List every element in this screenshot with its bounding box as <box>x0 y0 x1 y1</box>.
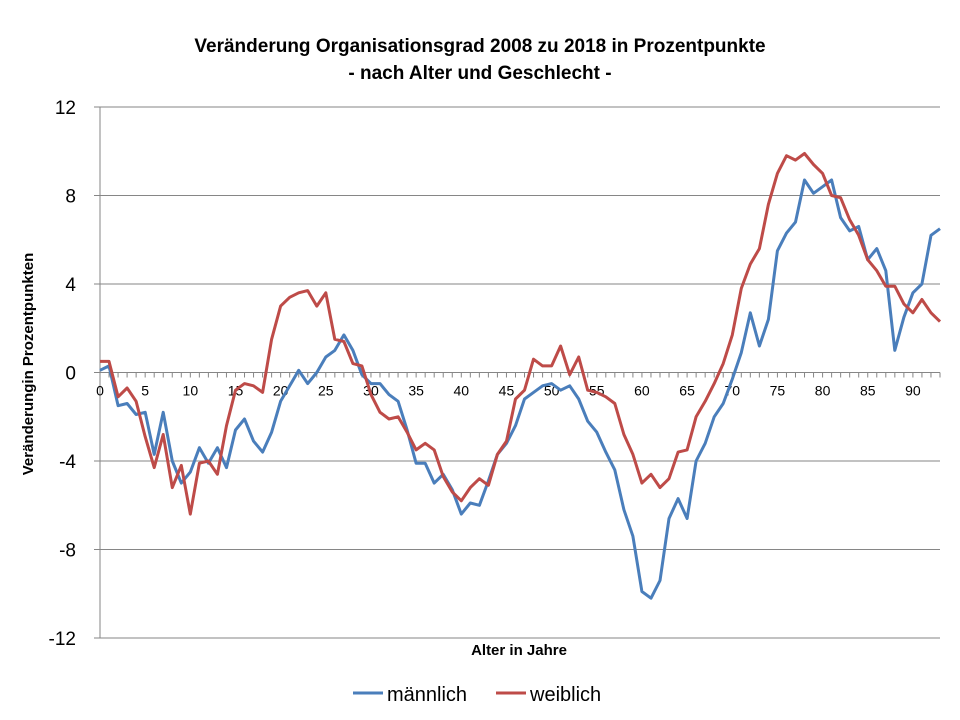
y-tick-label: -12 <box>49 629 76 650</box>
y-axis-label: Veränderungin Prozentpunkten <box>20 253 37 476</box>
x-tick-label: 75 <box>770 383 786 399</box>
axes <box>94 106 941 639</box>
y-tick-label: -8 <box>59 541 76 562</box>
x-tick-label: 60 <box>634 383 650 399</box>
chart-title-line1: Veränderung Organisationsgrad 2008 zu 20… <box>194 36 765 57</box>
series-line-weiblich <box>100 152 942 516</box>
series-line-männlich <box>99 178 941 600</box>
x-tick-label: 35 <box>408 383 424 399</box>
y-tick-label: 0 <box>65 364 76 385</box>
x-tick-labels: 0 5 10 15 20 25 30 35 40 45 50 55 60 65 70 75 80 85 90 <box>96 383 921 399</box>
x-tick-label: 40 <box>454 383 470 399</box>
y-tick-label: 8 <box>65 187 76 208</box>
legend-label: männlich <box>387 684 467 706</box>
x-tick-label: 65 <box>679 383 695 399</box>
y-tick-labels: -12 -8 -4 0 4 8 12 <box>49 98 77 650</box>
x-tick-label: 5 <box>141 383 149 399</box>
y-tick-label: 4 <box>65 275 76 296</box>
x-axis-label: Alter in Jahre <box>471 642 567 659</box>
x-tick-label: 90 <box>905 383 921 399</box>
y-tick-label: 12 <box>55 98 76 119</box>
x-tick-label: 85 <box>860 383 876 399</box>
series-lines <box>99 152 942 600</box>
x-tick-label: 80 <box>815 383 831 399</box>
x-tick-label: 45 <box>499 383 515 399</box>
x-tick-label: 25 <box>318 383 334 399</box>
chart-title-line2: - nach Alter und Geschlecht - <box>348 63 611 84</box>
legend-label: weiblich <box>529 684 601 706</box>
legend: männlich weiblich <box>353 684 601 706</box>
y-tick-label: -4 <box>59 452 76 473</box>
x-tick-label: 10 <box>183 383 199 399</box>
x-tick-label: 0 <box>96 383 104 399</box>
